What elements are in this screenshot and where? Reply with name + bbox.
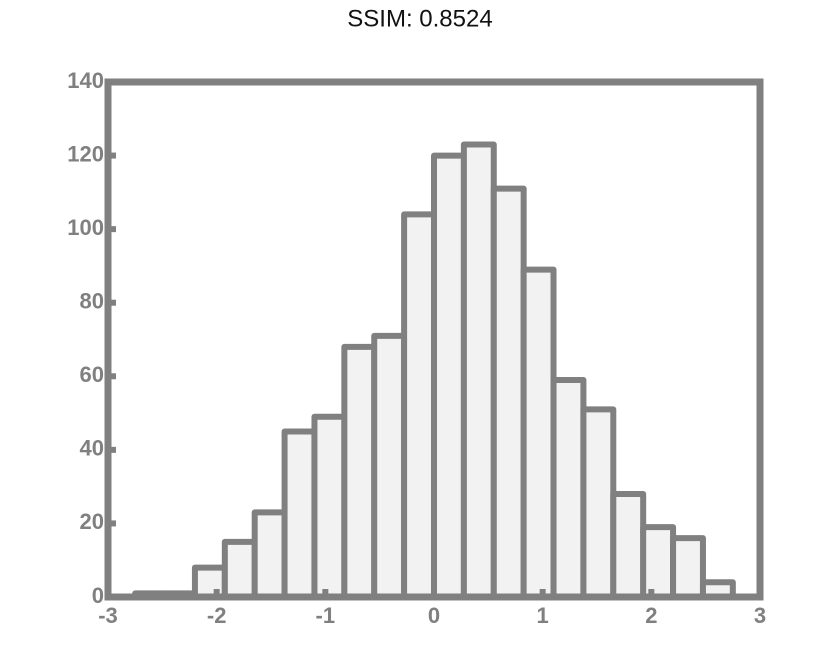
bar [341, 343, 378, 600]
bar [401, 211, 438, 601]
y-tick-label: 80 [80, 289, 104, 314]
bar [640, 524, 677, 600]
y-tick-label: 0 [92, 583, 104, 608]
bar [371, 332, 408, 600]
y-tick-label: 60 [80, 362, 104, 387]
bar [670, 535, 706, 601]
bar [281, 428, 318, 601]
bar [221, 538, 258, 600]
bar [460, 141, 497, 601]
bar [431, 152, 467, 600]
x-tick-label: 1 [537, 603, 549, 628]
x-tick-label: -2 [207, 603, 227, 628]
chart-title: SSIM: 0.8524 [347, 5, 492, 32]
x-tick-label: -3 [98, 603, 118, 628]
bar [490, 185, 527, 601]
y-tick-label: 100 [67, 215, 104, 240]
bar [311, 413, 348, 600]
bar [520, 266, 557, 600]
bar [550, 376, 587, 601]
bar [580, 406, 617, 600]
bar [251, 509, 288, 601]
y-tick-label: 20 [80, 509, 104, 534]
x-tick-label: 3 [754, 603, 766, 628]
y-tick-label: 140 [67, 68, 104, 93]
y-tick-label: 120 [67, 141, 104, 166]
x-tick-label: 2 [645, 603, 657, 628]
x-tick-label: -1 [316, 603, 336, 628]
bar [191, 564, 228, 600]
x-tick-label: 0 [428, 603, 440, 628]
bar [610, 491, 647, 600]
y-tick-label: 40 [80, 436, 104, 461]
